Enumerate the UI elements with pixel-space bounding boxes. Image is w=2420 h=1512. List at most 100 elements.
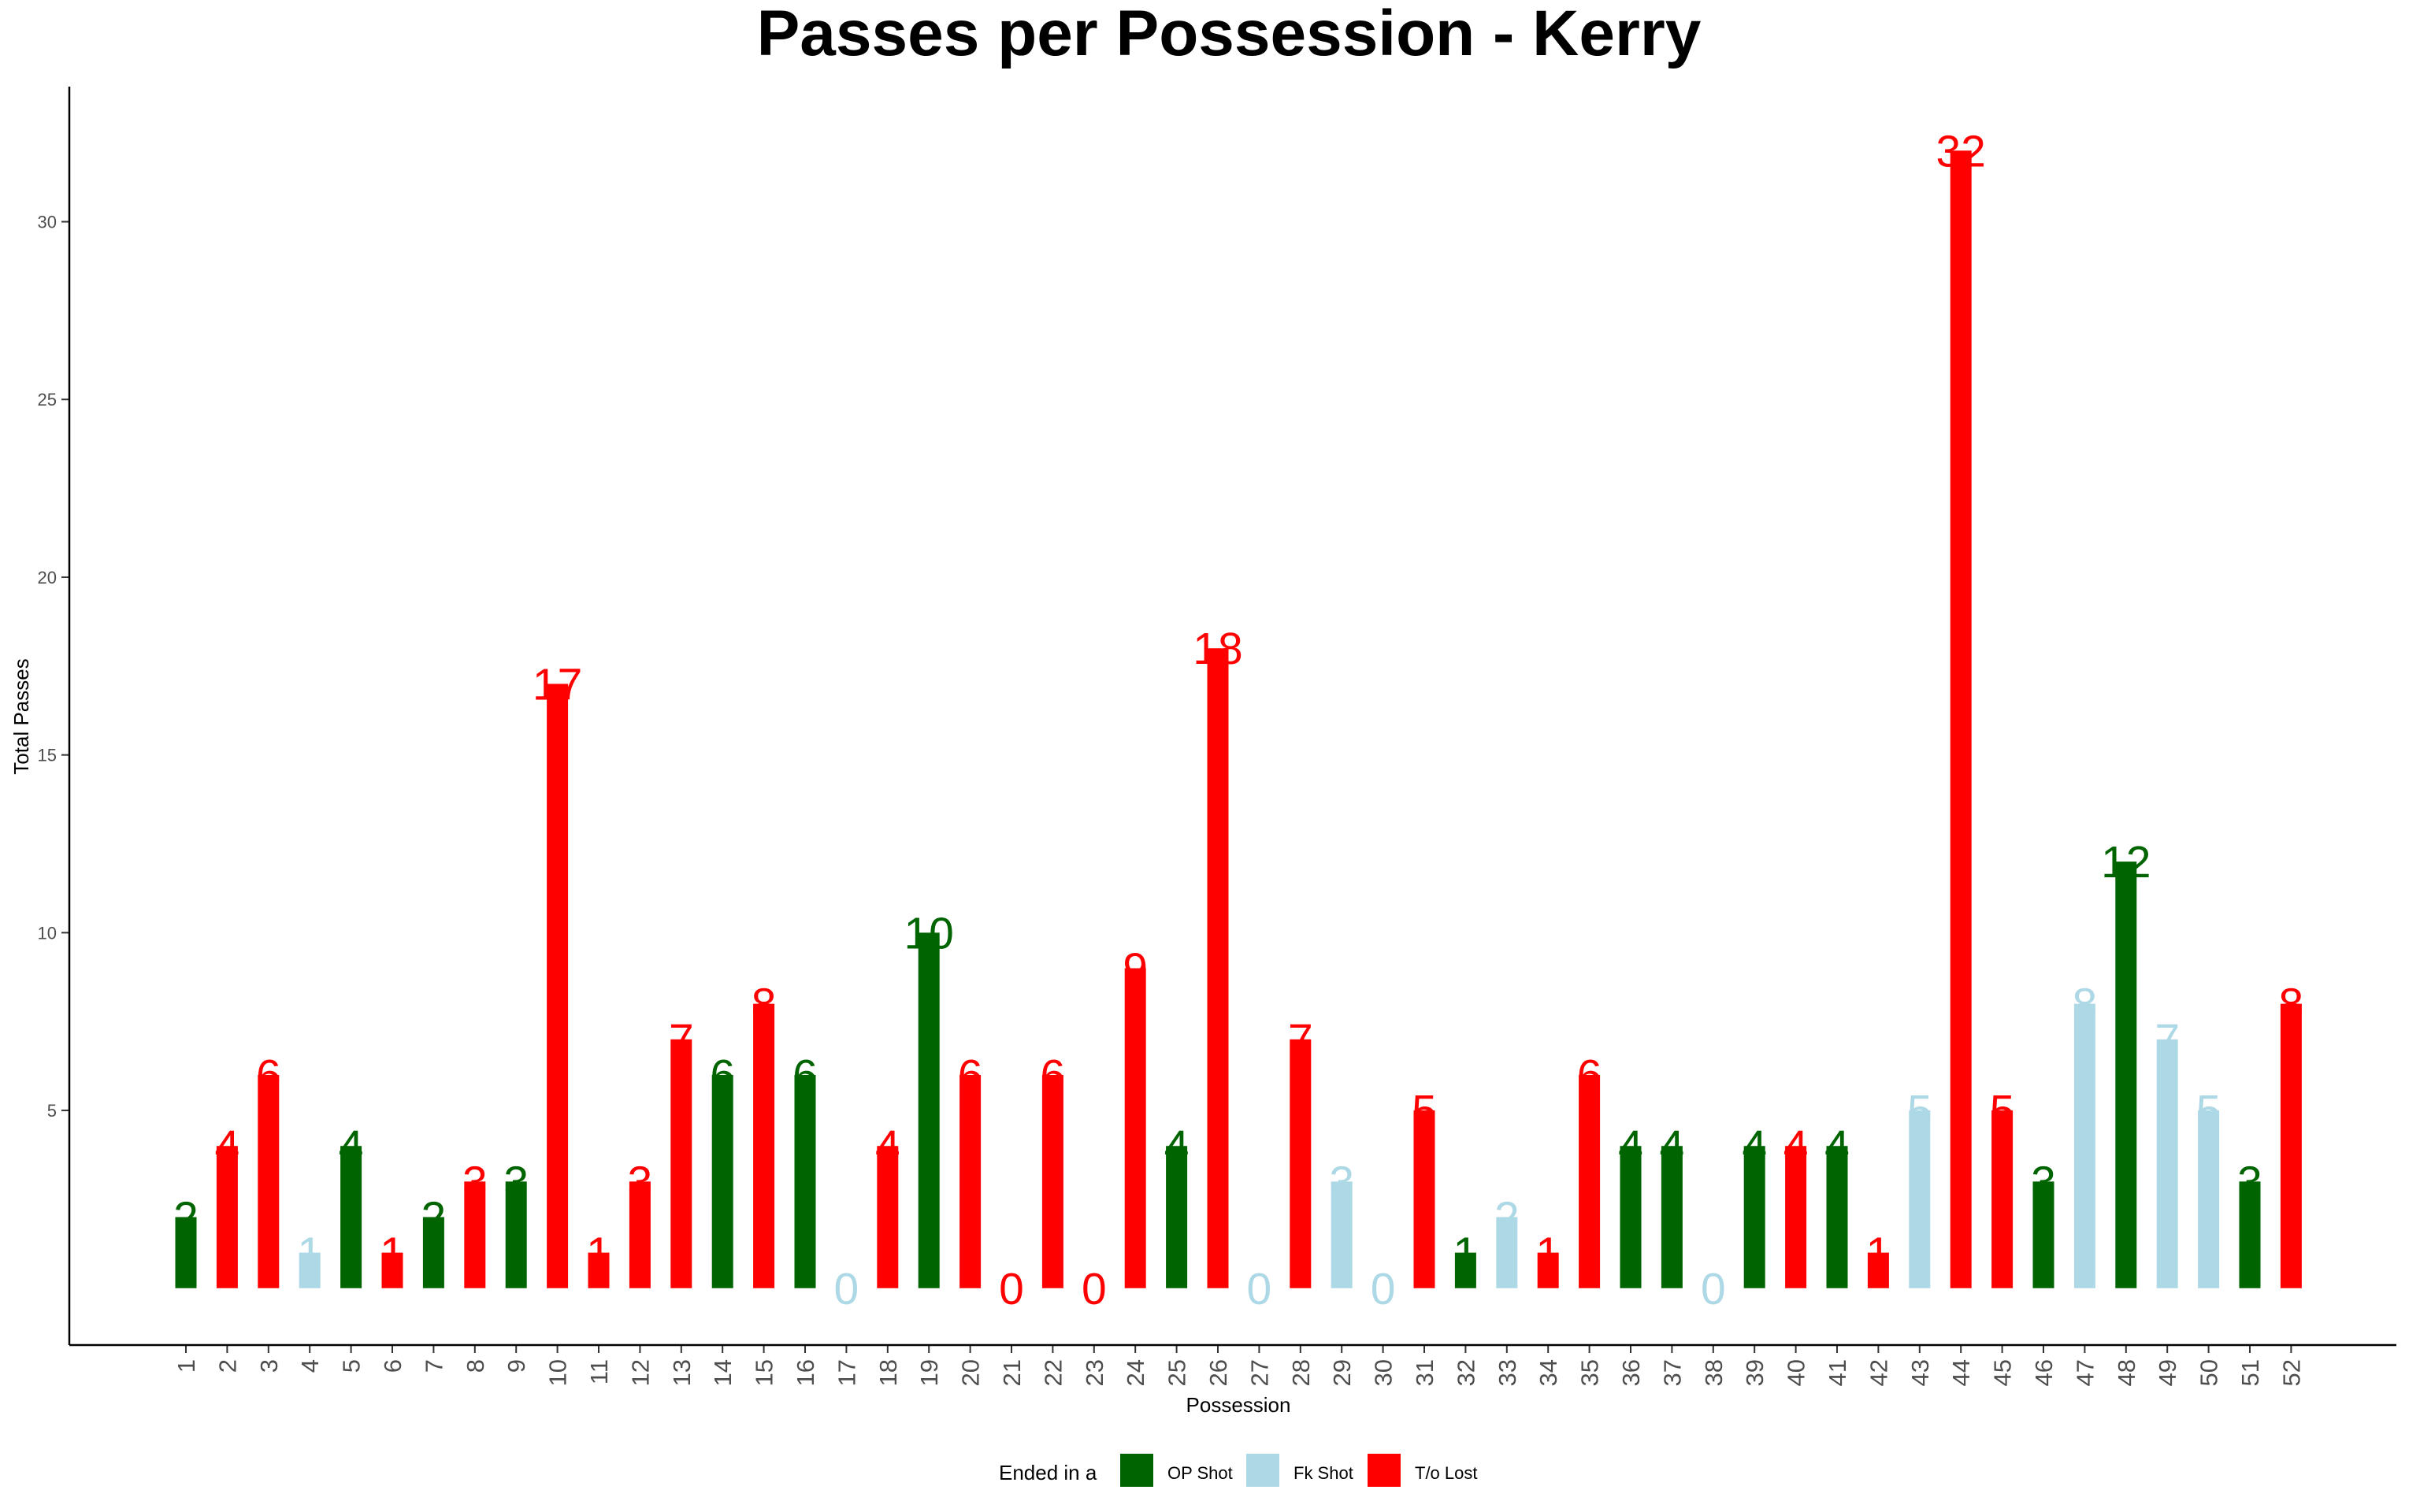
x-tick-label: 28: [1287, 1359, 1315, 1386]
x-tick-label: 34: [1535, 1359, 1562, 1386]
x-tick-label: 40: [1783, 1359, 1810, 1386]
x-tick-label: 5: [338, 1359, 366, 1373]
data-label: 1: [586, 1228, 611, 1279]
bar: [1166, 1146, 1188, 1288]
x-tick-label: 33: [1494, 1359, 1521, 1386]
data-label: 1: [380, 1228, 405, 1279]
bar: [216, 1146, 238, 1288]
x-tick-label: 7: [420, 1359, 447, 1373]
data-label: 3: [462, 1157, 488, 1207]
data-label: 4: [1783, 1121, 1809, 1172]
bar: [1950, 150, 1972, 1288]
x-axis-label: Possession: [1186, 1393, 1291, 1417]
legend: Ended in a OP Shot Fk Shot T/o Lost: [999, 1454, 1477, 1487]
legend-swatch-op-shot: [1120, 1454, 1153, 1487]
x-tick-label: 22: [1039, 1359, 1067, 1386]
data-label: 6: [1041, 1051, 1066, 1101]
y-tick-label: 15: [38, 746, 57, 765]
data-label: 17: [533, 659, 582, 710]
bar: [1496, 1217, 1518, 1288]
bar: [299, 1252, 321, 1288]
x-tick-label: 30: [1370, 1359, 1397, 1386]
bar: [2156, 1039, 2178, 1288]
data-label: 3: [628, 1157, 653, 1207]
x-tick-label: 8: [462, 1359, 489, 1373]
bar: [2073, 1003, 2095, 1288]
data-label: 4: [1618, 1121, 1643, 1172]
data-label: 4: [1742, 1121, 1767, 1172]
data-label: 8: [2073, 980, 2098, 1030]
data-label: 7: [669, 1015, 694, 1065]
bar: [2239, 1181, 2261, 1288]
x-tick-label: 41: [1824, 1359, 1851, 1386]
y-tick-label: 30: [38, 213, 57, 232]
data-label: 2: [173, 1192, 199, 1243]
bar: [588, 1252, 610, 1288]
bar: [505, 1181, 527, 1288]
data-label: 2: [1494, 1192, 1520, 1243]
data-label: 4: [875, 1121, 900, 1172]
data-label: 6: [710, 1051, 735, 1101]
legend-swatch-to-lost: [1368, 1454, 1401, 1487]
data-label: 1: [297, 1228, 322, 1279]
data-label: 1: [1535, 1228, 1561, 1279]
bar: [464, 1181, 486, 1288]
x-tick-label: 16: [792, 1359, 819, 1386]
data-label: 5: [1412, 1086, 1437, 1136]
x-tick-label: 38: [1700, 1359, 1728, 1386]
bar: [1743, 1146, 1765, 1288]
data-label: 8: [752, 980, 777, 1030]
legend-label-fk-shot: Fk Shot: [1294, 1463, 1353, 1483]
bar: [2198, 1110, 2220, 1288]
data-label: 6: [792, 1051, 818, 1101]
data-label: 4: [1164, 1121, 1190, 1172]
data-label: 6: [958, 1051, 983, 1101]
x-tick-label: 19: [915, 1359, 943, 1386]
bar: [1413, 1110, 1435, 1288]
data-label: 32: [1936, 126, 1985, 176]
bar: [422, 1217, 444, 1288]
data-label: 0: [1082, 1264, 1107, 1314]
bar: [670, 1039, 692, 1288]
plot-area: 5101520253012243641546172839310171111231…: [38, 126, 2306, 1386]
legend-label-to-lost: T/o Lost: [1415, 1463, 1477, 1483]
x-tick-label: 25: [1164, 1359, 1191, 1386]
bar: [547, 684, 569, 1288]
x-tick-label: 32: [1452, 1359, 1479, 1386]
bar: [1041, 1074, 1063, 1288]
x-tick-label: 18: [874, 1359, 902, 1386]
x-tick-label: 31: [1411, 1359, 1438, 1386]
data-label: 7: [2155, 1015, 2180, 1065]
x-tick-label: 27: [1245, 1359, 1273, 1386]
x-tick-label: 42: [1865, 1359, 1892, 1386]
bar: [1579, 1074, 1601, 1288]
data-label: 3: [1329, 1157, 1354, 1207]
x-tick-label: 26: [1204, 1359, 1232, 1386]
x-tick-label: 50: [2195, 1359, 2223, 1386]
x-tick-label: 45: [1989, 1359, 2017, 1386]
data-label: 5: [1907, 1086, 1932, 1136]
data-label: 8: [2279, 980, 2304, 1030]
bar: [1826, 1146, 1848, 1288]
bar: [258, 1074, 280, 1288]
data-label: 5: [2196, 1086, 2221, 1136]
bar: [711, 1074, 733, 1288]
bar: [1661, 1146, 1683, 1288]
data-label: 3: [2031, 1157, 2056, 1207]
bar: [794, 1074, 816, 1288]
x-tick-label: 47: [2071, 1359, 2099, 1386]
chart-title: Passes per Possession - Kerry: [757, 0, 1702, 69]
data-label: 0: [1247, 1264, 1272, 1314]
bar: [1537, 1252, 1559, 1288]
x-tick-label: 39: [1741, 1359, 1769, 1386]
x-tick-label: 52: [2277, 1359, 2305, 1386]
data-label: 6: [1577, 1051, 1602, 1101]
bar: [1620, 1146, 1642, 1288]
x-tick-label: 48: [2113, 1359, 2140, 1386]
bar: [1867, 1252, 1889, 1288]
x-tick-label: 43: [1906, 1359, 1934, 1386]
data-label: 18: [1193, 624, 1242, 674]
data-label: 4: [339, 1121, 364, 1172]
bar: [753, 1003, 775, 1288]
